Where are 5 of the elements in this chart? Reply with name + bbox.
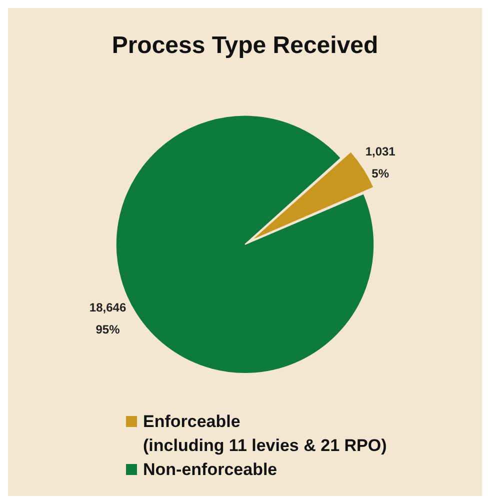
legend-label: Non-enforceable [143, 459, 278, 481]
data-label: 18,646 95% [89, 300, 126, 337]
chart-title: Process Type Received [112, 32, 378, 60]
data-label: 1,031 5% [365, 144, 396, 180]
legend-label: Enforceable (including 11 levies & 21 RPO) [143, 411, 387, 457]
